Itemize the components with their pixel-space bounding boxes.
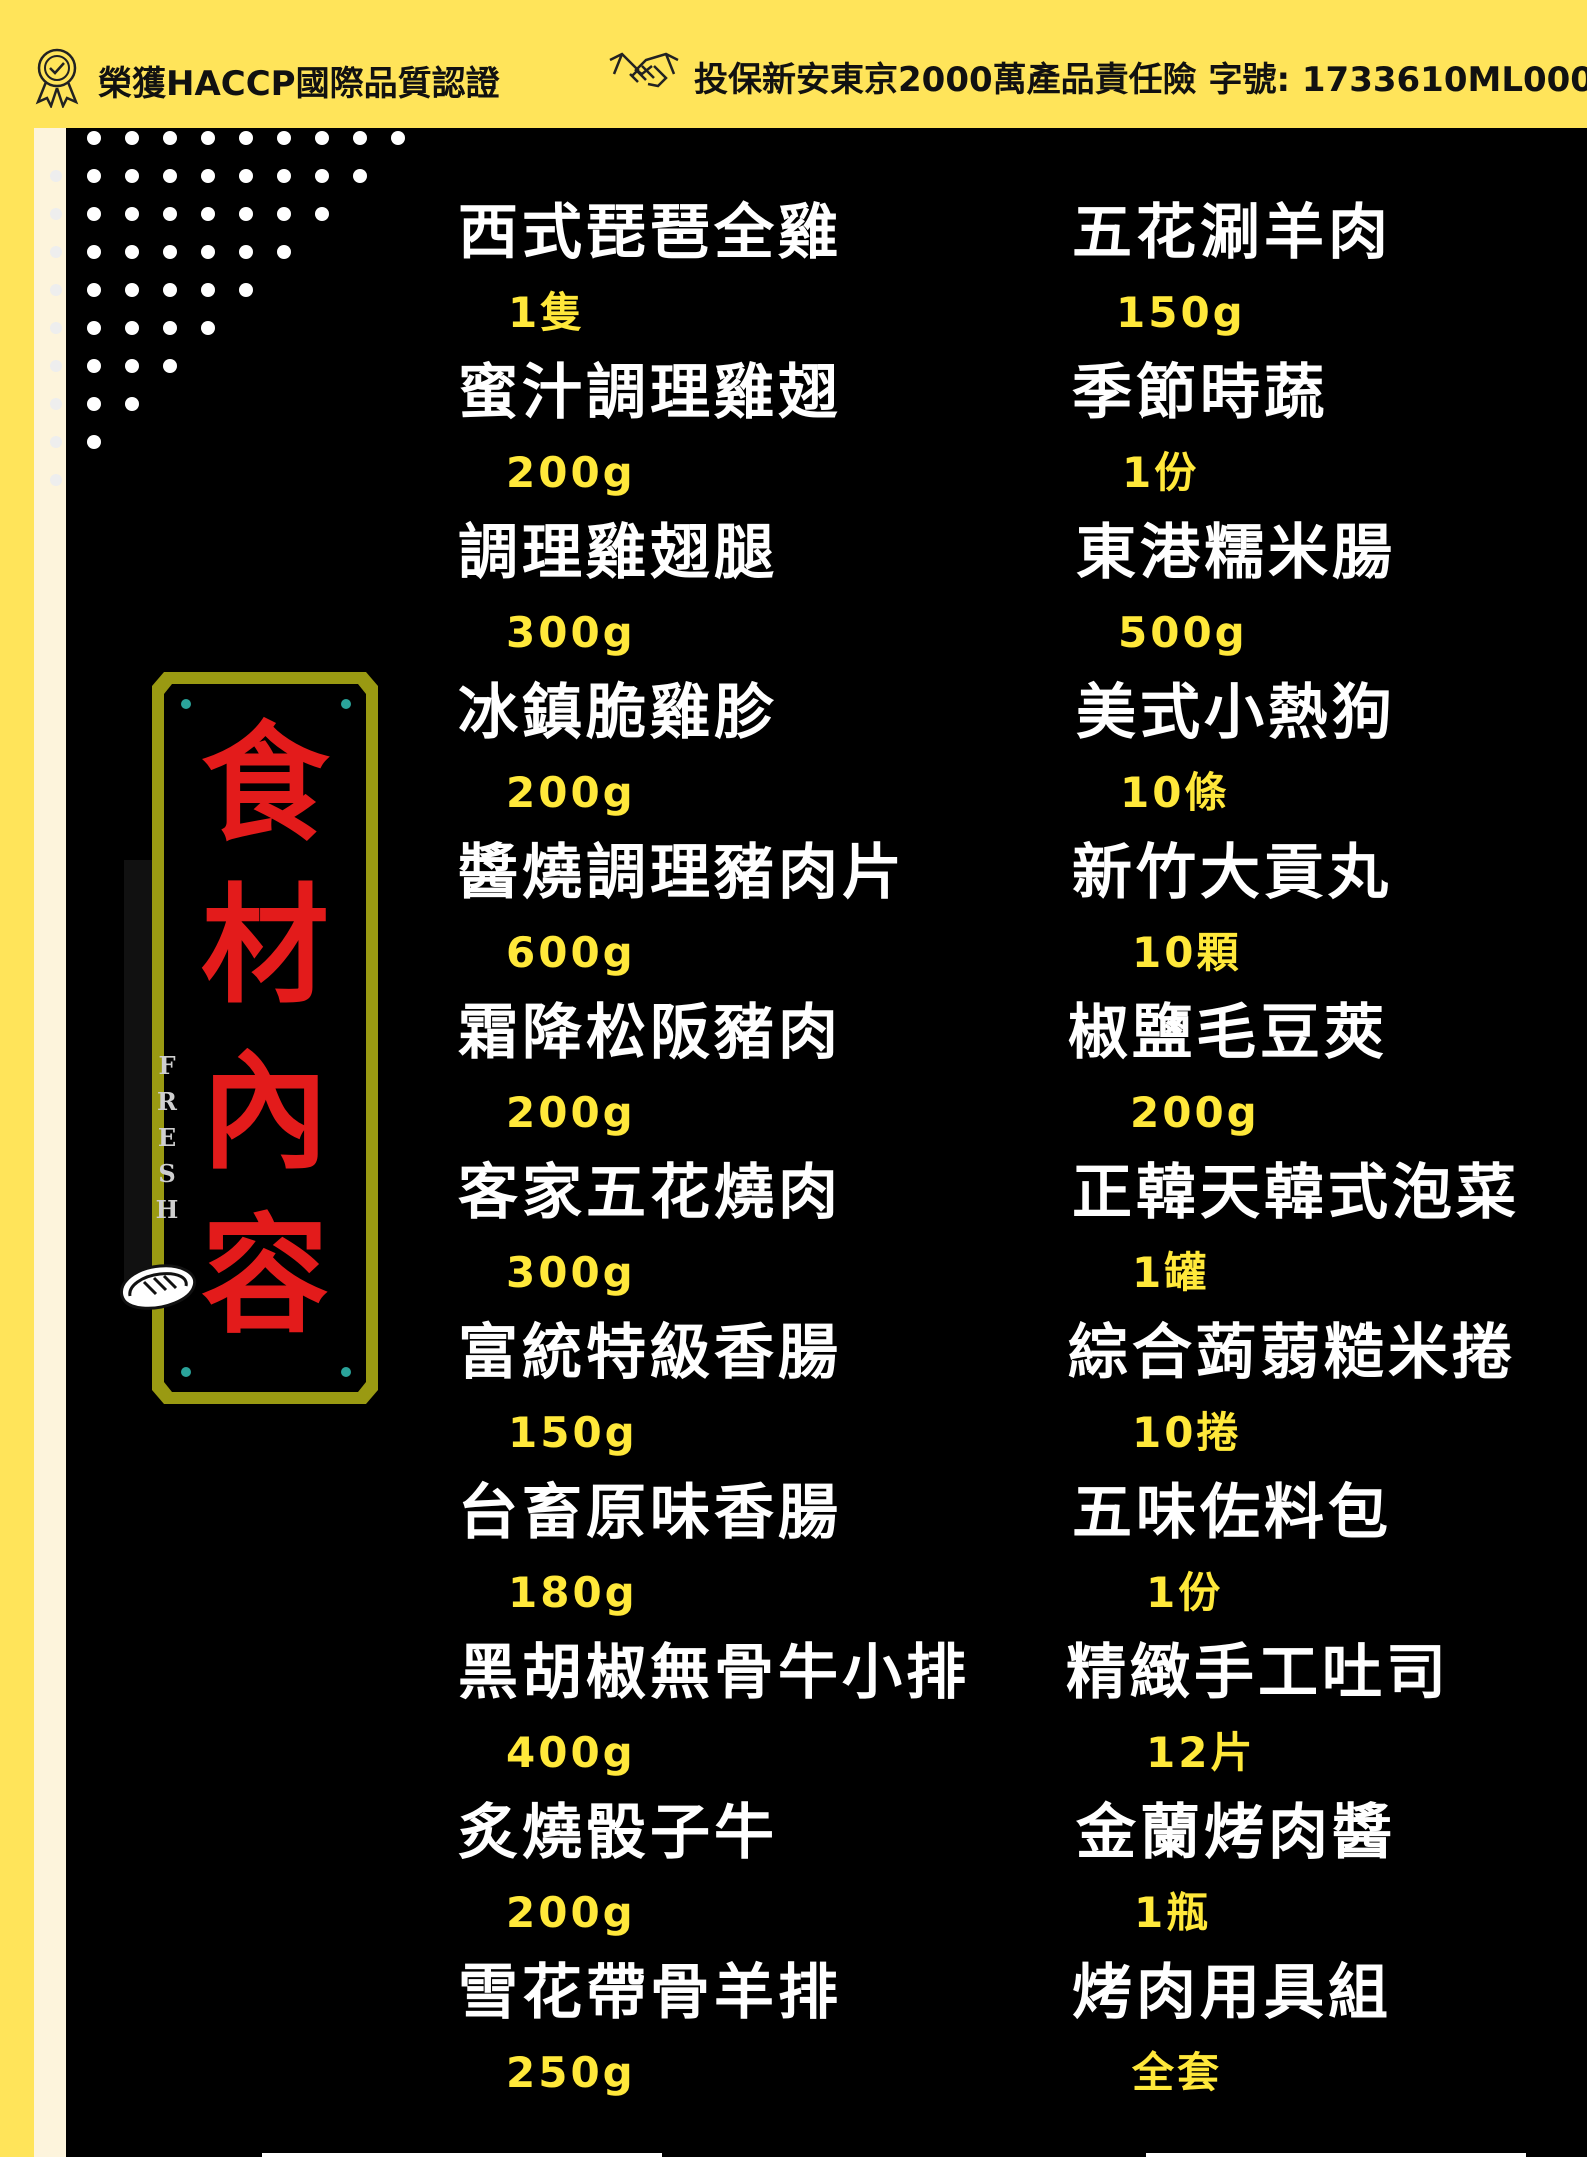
right-item-8-qty: 10捲: [1132, 1408, 1242, 1457]
left-item-4-name: 冰鎮脆雞胗: [458, 678, 778, 748]
left-item-4-qty: 200g: [506, 768, 636, 817]
left-item-10-qty: 400g: [506, 1728, 636, 1777]
left-item-6-name: 霜降松阪豬肉: [458, 998, 842, 1068]
bottom-divider-left: [262, 2153, 662, 2157]
left-item-9-name: 台畜原味香腸: [458, 1478, 842, 1548]
haccp-certification: 榮獲HACCP國際品質認證: [30, 44, 500, 117]
signboard-frame: [152, 672, 378, 1404]
right-item-8-name: 綜合蒟蒻糙米捲: [1068, 1318, 1516, 1388]
left-item-2-name: 蜜汁調理雞翅: [458, 358, 842, 428]
handshake-icon: [608, 44, 680, 109]
left-item-3-name: 調理雞翅腿: [458, 518, 778, 588]
bottom-divider-right: [1146, 2153, 1526, 2157]
right-item-7-name: 正韓天韓式泡菜: [1072, 1158, 1520, 1228]
left-item-8-name: 富統特級香腸: [458, 1318, 842, 1388]
fresh-letter: H: [155, 1195, 179, 1224]
right-item-9-name: 五味佐料包: [1072, 1478, 1392, 1548]
left-item-12-name: 雪花帶骨羊排: [458, 1958, 842, 2028]
right-item-11-name: 金蘭烤肉醬: [1076, 1798, 1396, 1868]
header-bar: 榮獲HACCP國際品質認證 投保新安東京2000萬產品責任險 字號: 17336…: [0, 0, 1587, 128]
left-item-9-qty: 180g: [508, 1568, 638, 1617]
fresh-letter: F: [158, 1051, 176, 1080]
right-item-3-name: 東港糯米腸: [1076, 518, 1396, 588]
right-item-4-name: 美式小熱狗: [1076, 678, 1396, 748]
right-item-1-qty: 150g: [1116, 288, 1246, 337]
left-item-1-qty: 1隻: [508, 288, 586, 337]
left-item-5-qty: 600g: [506, 928, 636, 977]
right-item-2-qty: 1份: [1122, 448, 1200, 497]
fresh-letter: R: [157, 1087, 177, 1116]
right-item-7-qty: 1罐: [1132, 1248, 1210, 1297]
sign-char-4: 容: [200, 1201, 330, 1351]
left-item-12-qty: 250g: [506, 2048, 636, 2097]
fresh-vertical-label: F R E S H: [152, 1048, 182, 1228]
right-item-10-qty: 12片: [1146, 1728, 1256, 1777]
right-item-6-qty: 200g: [1130, 1088, 1260, 1137]
decorative-dots: [50, 131, 405, 486]
right-item-9-qty: 1份: [1146, 1568, 1224, 1617]
sign-char-3: 內: [200, 1037, 330, 1187]
left-item-3-qty: 300g: [506, 608, 636, 657]
certification-text: 榮獲HACCP國際品質認證: [98, 64, 500, 104]
sign-char-1: 食: [200, 709, 330, 859]
sign-char-2: 材: [200, 871, 330, 1021]
right-item-11-qty: 1瓶: [1134, 1888, 1212, 1937]
insurance-text: 投保新安東京2000萬產品責任險 字號: 1733610ML000191: [694, 60, 1587, 100]
right-item-6-name: 椒鹽毛豆莢: [1068, 998, 1388, 1068]
right-item-3-qty: 500g: [1118, 608, 1248, 657]
left-item-10-name: 黑胡椒無骨牛小排: [458, 1638, 970, 1708]
left-item-7-name: 客家五花燒肉: [458, 1158, 842, 1228]
insurance-notice: 投保新安東京2000萬產品責任險 字號: 1733610ML000191: [608, 44, 1587, 109]
right-item-4-qty: 10條: [1120, 768, 1230, 817]
right-item-10-name: 精緻手工吐司: [1066, 1638, 1450, 1708]
left-item-11-qty: 200g: [506, 1888, 636, 1937]
steak-icon: [120, 1264, 197, 1310]
fresh-letter: E: [157, 1123, 177, 1152]
left-item-1-name: 西式琵琶全雞: [458, 198, 842, 268]
right-item-12-name: 烤肉用具組: [1072, 1958, 1392, 2028]
right-item-12-qty: 全套: [1132, 2048, 1223, 2097]
right-item-5-name: 新竹大貢丸: [1072, 838, 1392, 908]
award-ribbon-icon: [30, 44, 84, 117]
right-item-1-name: 五花涮羊肉: [1072, 198, 1392, 268]
left-item-7-qty: 300g: [506, 1248, 636, 1297]
left-item-11-name: 炙燒骰子牛: [458, 1798, 778, 1868]
left-item-6-qty: 200g: [506, 1088, 636, 1137]
right-item-5-qty: 10顆: [1132, 928, 1242, 977]
left-item-8-qty: 150g: [508, 1408, 638, 1457]
right-item-2-name: 季節時蔬: [1072, 358, 1328, 428]
left-item-2-qty: 200g: [506, 448, 636, 497]
side-stripe: [34, 128, 66, 2157]
left-item-5-name: 醬燒調理豬肉片: [458, 838, 906, 908]
fresh-letter: S: [158, 1159, 176, 1188]
